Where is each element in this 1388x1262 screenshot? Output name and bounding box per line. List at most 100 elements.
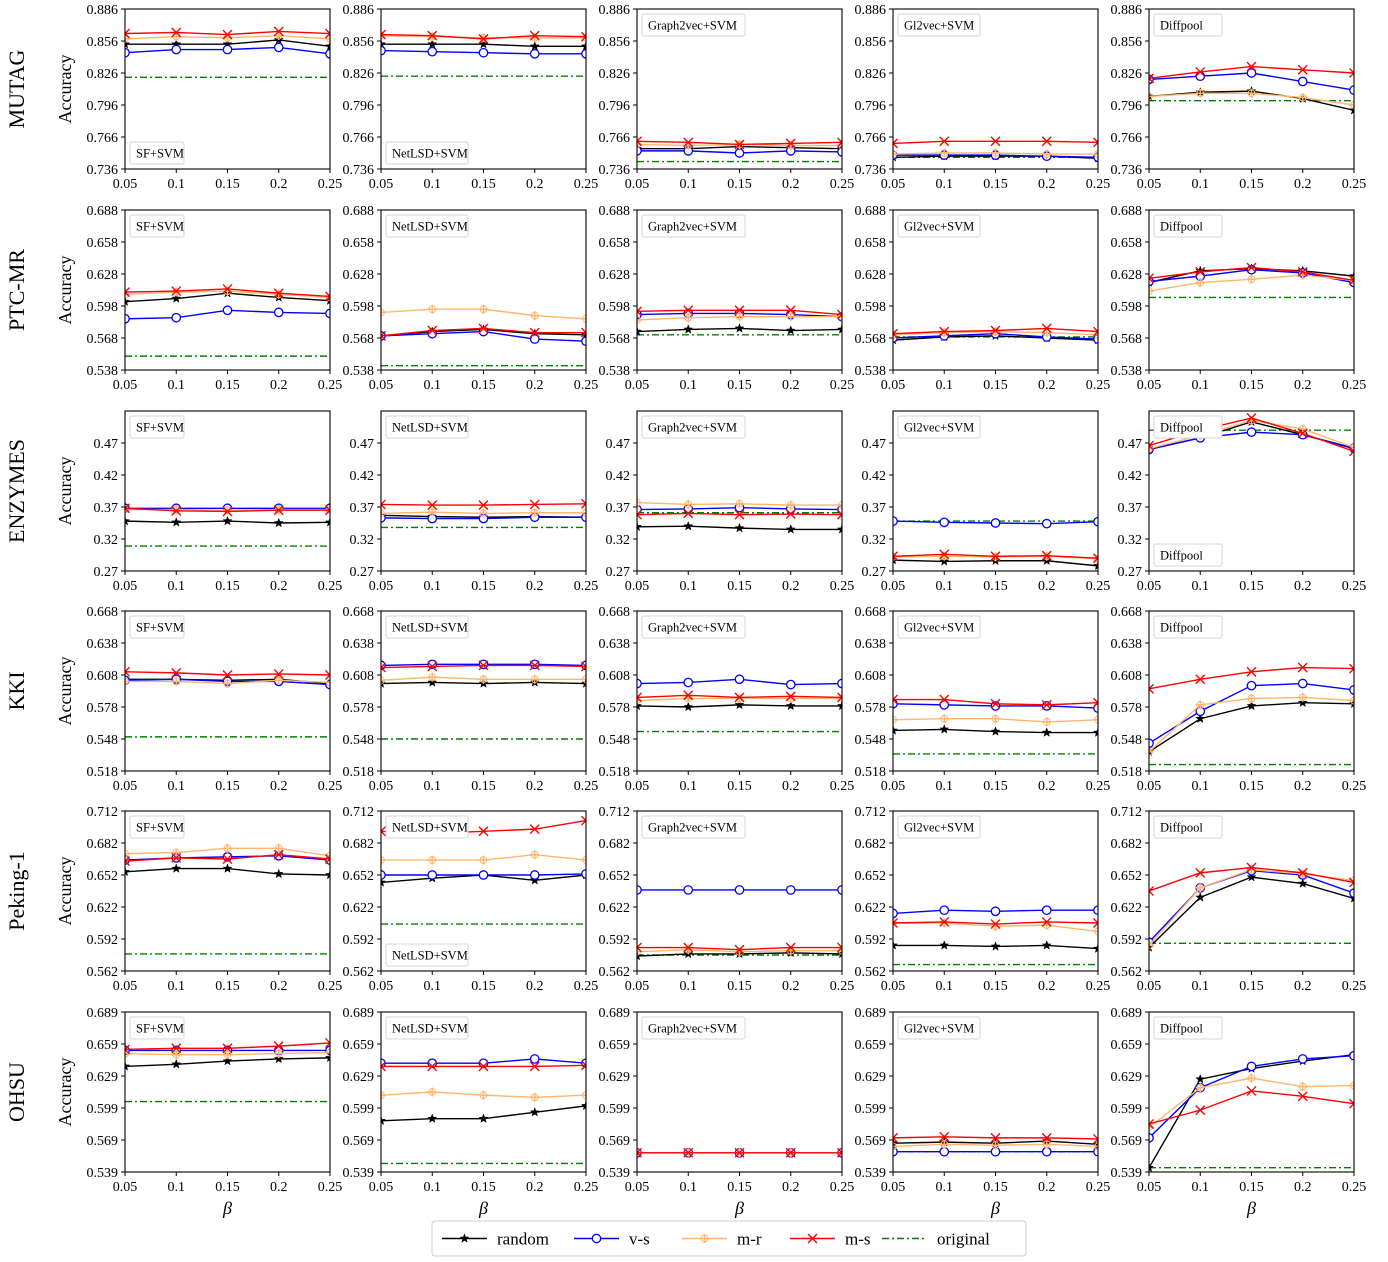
- y-tick-label: 0.668: [855, 605, 887, 620]
- y-tick-label: 0.562: [87, 965, 119, 980]
- x-tick-label: 0.05: [113, 579, 138, 594]
- point-m-r-ring: [893, 553, 897, 561]
- point-v-s: [893, 516, 898, 526]
- y-tick-label: 0.856: [87, 35, 119, 50]
- x-tick-label: 0.25: [1342, 1180, 1367, 1195]
- point-m-r-ring: [786, 141, 795, 150]
- x-tick-label: 0.1: [168, 1180, 186, 1195]
- y-tick-label: 0.659: [855, 1038, 887, 1053]
- x-tick-label: 0.05: [625, 378, 650, 393]
- y-tick-label: 0.42: [606, 469, 631, 484]
- point-random: [125, 296, 131, 307]
- point-m-s: [125, 666, 130, 677]
- point-v-s: [785, 885, 796, 895]
- x-tick-label: 0.05: [1137, 579, 1162, 594]
- x-tick-label: 0.1: [936, 177, 954, 192]
- y-tick-label: 0.42: [862, 469, 887, 484]
- x-tick-label: 0.1: [1192, 779, 1210, 794]
- point-m-r-ring: [172, 848, 181, 857]
- point-m-r-ring: [1298, 93, 1307, 102]
- point-m-r-ring: [223, 287, 232, 295]
- subplot-peking-1-gl2vec-svm: 0.562 0.592 0.622 0.652 0.682 0.712 0.05 0.1 0.1…: [855, 805, 1111, 994]
- point-m-r-ring: [1149, 941, 1153, 950]
- method-label: SF+SVM: [136, 421, 184, 435]
- point-m-s: [1349, 275, 1354, 286]
- x-tick-label: 0.25: [318, 177, 343, 192]
- y-tick-label: 0.659: [599, 1038, 631, 1053]
- method-label-box: [897, 815, 981, 839]
- x-tick-label: 0.15: [1239, 979, 1264, 994]
- point-m-r-ring: [479, 305, 488, 314]
- y-tick-label: 0.538: [855, 364, 887, 379]
- point-m-s: [785, 691, 796, 702]
- x-tick-label: 0.25: [1342, 177, 1367, 192]
- x-tick-label: 0.15: [727, 579, 752, 594]
- point-random: [785, 325, 796, 335]
- plot-area: [637, 885, 842, 961]
- y-axis-label: Accuracy: [55, 457, 75, 526]
- method-label: NetLSD+SVM: [392, 147, 468, 161]
- point-random: [222, 863, 233, 873]
- method-label: SF+SVM: [136, 621, 184, 635]
- point-v-s: [1041, 905, 1052, 916]
- y-tick-label: 0.628: [855, 268, 887, 283]
- y-tick-label: 0.37: [350, 501, 375, 516]
- point-m-r-ring: [684, 945, 693, 954]
- point-m-s: [171, 505, 182, 516]
- x-tick-label: 0.25: [574, 177, 599, 192]
- point-random: [1348, 105, 1354, 115]
- y-tick-label: 0.569: [1111, 1134, 1143, 1149]
- x-tick-label: 0.15: [1239, 579, 1264, 594]
- axes-frame: [636, 410, 843, 572]
- point-m-r-ring: [530, 33, 539, 42]
- point-m-s: [1149, 73, 1154, 84]
- subplot-ohsu-graph2vec-svm: 0.539 0.569 0.599 0.629 0.659 0.689 0.05 0.1 0.1…: [599, 1006, 855, 1218]
- x-tick-label: 0.2: [270, 979, 288, 994]
- subplot-ohsu-sf-svm: 0.539 0.569 0.599 0.629 0.659 0.689 0.05 0.1 0.1…: [4, 1006, 342, 1218]
- x-tick-label: 0.2: [270, 779, 288, 794]
- y-tick-label: 0.548: [87, 733, 119, 748]
- point-m-r-ring: [786, 501, 795, 509]
- point-m-r-ring: [172, 288, 181, 297]
- y-axis-label: Accuracy: [55, 256, 75, 325]
- axes-frame: [124, 209, 331, 371]
- y-tick-label: 0.562: [343, 965, 375, 980]
- point-m-r-ring: [530, 1093, 539, 1102]
- point-v-s: [478, 326, 489, 337]
- point-v-s: [273, 42, 284, 53]
- method-label-box: [641, 13, 746, 37]
- point-m-s: [939, 916, 950, 927]
- axes-frame: [636, 610, 843, 772]
- x-tick-label: 0.1: [424, 579, 442, 594]
- method-label: SF+SVM: [136, 220, 184, 234]
- point-m-s: [273, 1041, 284, 1052]
- x-axis-label: β: [1246, 1198, 1256, 1218]
- x-tick-label: 0.05: [1137, 378, 1162, 393]
- subplot-kki-netlsd-svm: 0.518 0.548 0.578 0.608 0.638 0.668 0.05 0.1 0.1…: [343, 605, 599, 794]
- point-m-s: [837, 309, 842, 320]
- y-axis-label: Accuracy: [55, 657, 75, 726]
- subplot-kki-sf-svm: 0.518 0.548 0.578 0.608 0.638 0.668 0.05 0.1 0.1…: [4, 605, 342, 794]
- y-tick-label: 0.638: [343, 637, 375, 652]
- axes-frame: [892, 209, 1099, 371]
- point-m-r-ring: [223, 844, 232, 853]
- method-label-box: [385, 943, 469, 967]
- point-random: [427, 1113, 438, 1123]
- y-tick-label: 0.518: [343, 765, 375, 780]
- x-tick-label: 0.25: [318, 779, 343, 794]
- point-v-s: [734, 148, 745, 158]
- subplot-peking-1-graph2vec-svm: 0.562 0.592 0.622 0.652 0.682 0.712 0.05 0.1 0.1…: [599, 805, 855, 994]
- subplot-kki-diffpool: 0.518 0.548 0.578 0.608 0.638 0.668 0.05 0.1 0.1…: [1111, 605, 1367, 794]
- axes-frame: [124, 1011, 331, 1173]
- point-m-s: [325, 28, 330, 39]
- point-m-s: [325, 291, 330, 302]
- plot-area: [893, 694, 1098, 755]
- x-tick-label: 0.05: [1137, 1180, 1162, 1195]
- point-m-s: [837, 942, 842, 953]
- x-tick-label: 0.05: [881, 1180, 906, 1195]
- point-m-s: [1041, 916, 1052, 927]
- x-tick-label: 0.1: [168, 177, 186, 192]
- point-m-s: [1041, 323, 1052, 334]
- point-random: [273, 1053, 284, 1064]
- point-random: [637, 950, 643, 961]
